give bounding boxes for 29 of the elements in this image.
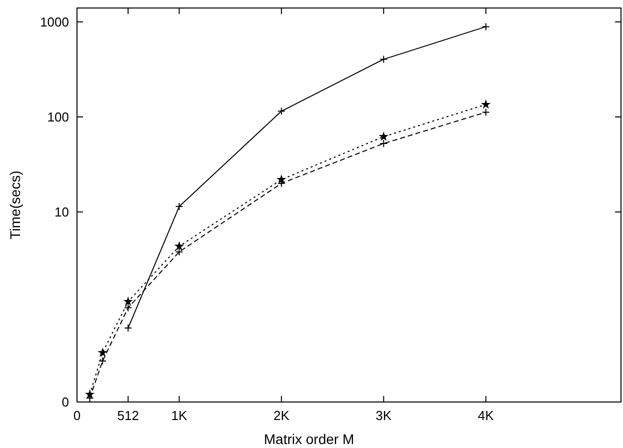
y-tick-label: 1000 [40, 14, 69, 30]
point [86, 390, 94, 398]
point [98, 348, 106, 356]
point [124, 298, 132, 305]
x-tick-label: 3K [376, 408, 392, 423]
point [277, 107, 286, 116]
point [482, 108, 490, 116]
point [124, 324, 132, 332]
point [482, 22, 490, 31]
point [380, 140, 388, 148]
y-axis-title: Time(secs) [7, 170, 23, 240]
y-tick-label: 0 [62, 394, 69, 410]
y-tick-label: 100 [47, 109, 69, 124]
y-tick-label: 10 [54, 204, 69, 220]
point [482, 100, 490, 108]
point [98, 357, 107, 366]
point [380, 132, 388, 140]
x-tick-label: 512 [117, 408, 139, 423]
point [278, 176, 286, 183]
point [175, 202, 184, 211]
point [175, 242, 184, 250]
point [175, 248, 184, 256]
x-tick-label: 2K [273, 408, 290, 423]
x-tick-label: 0 [73, 408, 81, 423]
x-axis-title: Matrix order M [264, 431, 354, 447]
point [380, 55, 388, 64]
x-tick-label: 1K [171, 408, 188, 423]
x-tick-label: 4K [478, 408, 494, 423]
point [124, 304, 132, 312]
